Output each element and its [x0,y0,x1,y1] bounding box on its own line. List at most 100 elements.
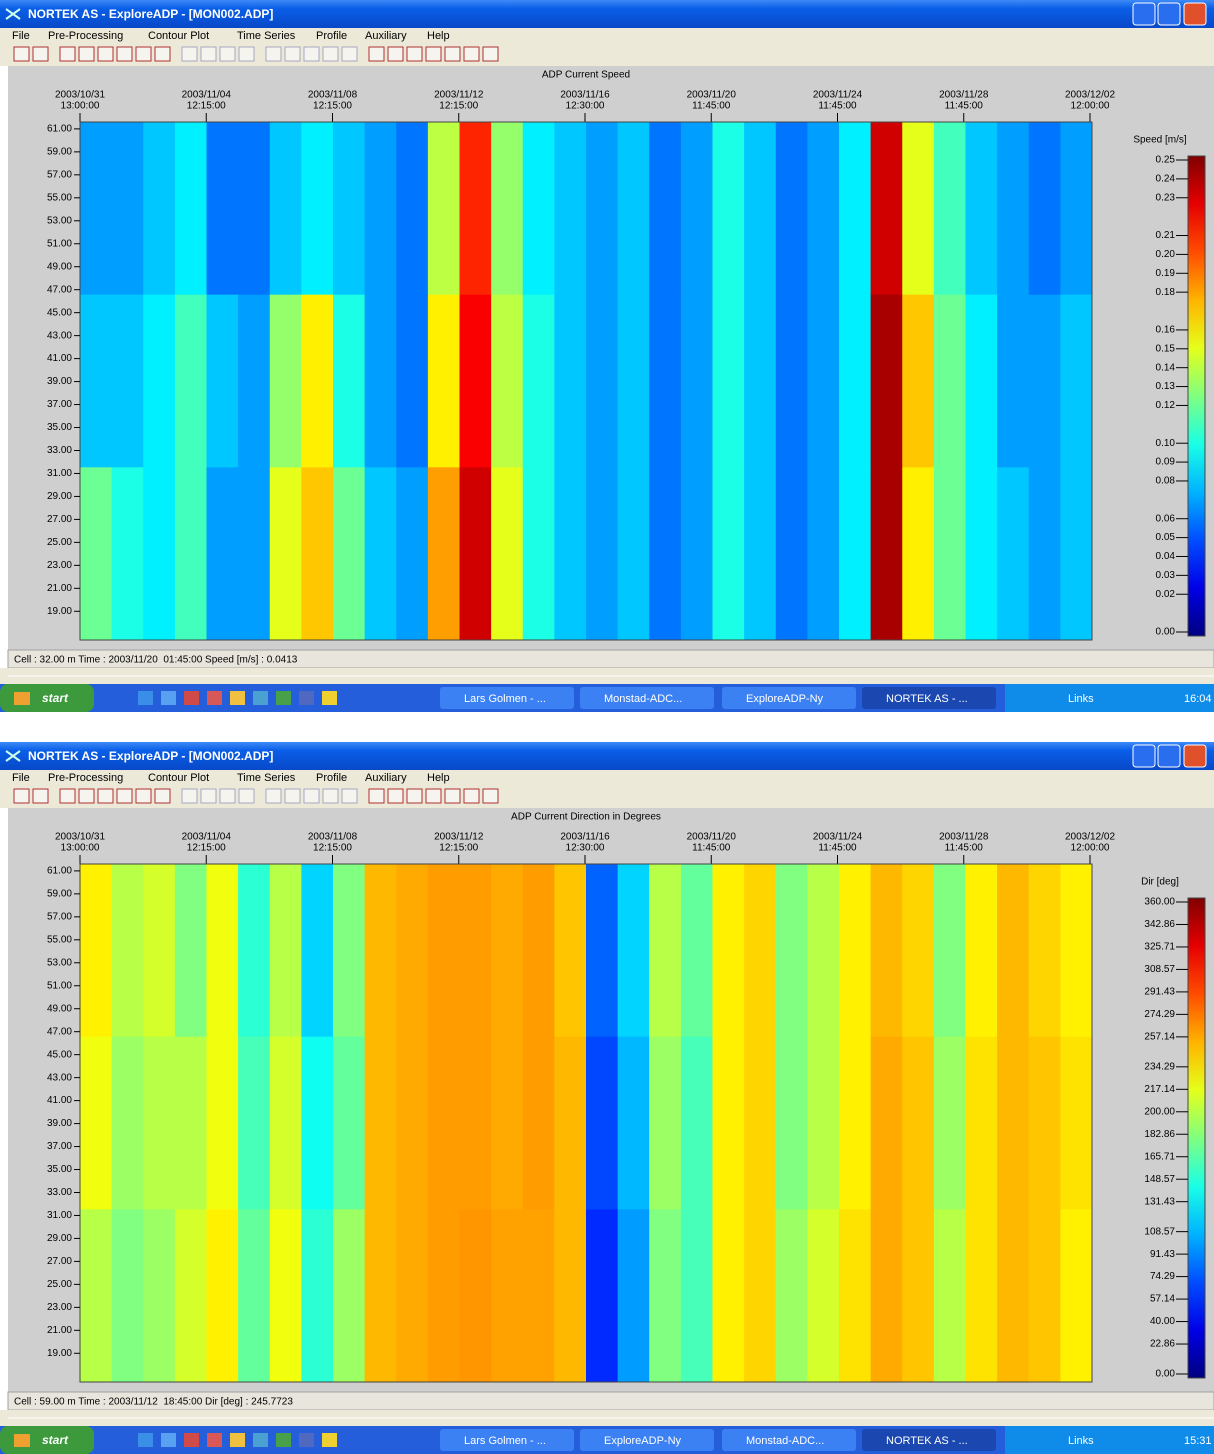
toolbar-button[interactable] [445,47,460,61]
restore-button[interactable] [1158,3,1180,25]
toolbar-button[interactable] [388,789,403,803]
toolbar-button[interactable] [426,47,441,61]
close-button[interactable] [1184,3,1206,25]
quick-launch-icon[interactable] [207,1433,222,1447]
toolbar-button[interactable] [60,47,75,61]
toolbar-button[interactable] [220,789,235,803]
toolbar-button[interactable] [220,47,235,61]
toolbar-button[interactable] [304,47,319,61]
toolbar-button[interactable] [60,789,75,803]
minimize-button[interactable] [1133,745,1155,767]
task-label[interactable]: Monstad-ADC... [604,693,682,705]
toolbar-button[interactable] [407,47,422,61]
toolbar-button[interactable] [369,47,384,61]
quick-launch-icon[interactable] [299,691,314,705]
toolbar-button[interactable] [239,47,254,61]
quick-launch-icon[interactable] [184,691,199,705]
toolbar-button[interactable] [14,789,29,803]
toolbar-button[interactable] [136,789,151,803]
heatmap-cell [207,122,239,295]
toolbar-button[interactable] [182,47,197,61]
toolbar-button[interactable] [182,789,197,803]
menu-item[interactable]: Contour Plot [148,30,209,42]
toolbar-button[interactable] [266,789,281,803]
menu-item[interactable]: Time Series [237,30,296,42]
menu-item[interactable]: Profile [316,30,347,42]
toolbar-button[interactable] [117,47,132,61]
task-label[interactable]: Lars Golmen - ... [464,1435,546,1447]
toolbar-button[interactable] [14,47,29,61]
toolbar-button[interactable] [285,47,300,61]
toolbar-button[interactable] [342,47,357,61]
toolbar-button[interactable] [369,789,384,803]
menu-item[interactable]: Time Series [237,772,296,784]
quick-launch-icon[interactable] [299,1433,314,1447]
quick-launch-icon[interactable] [276,1433,291,1447]
quick-launch-icon[interactable] [184,1433,199,1447]
toolbar-button[interactable] [407,789,422,803]
toolbar-button[interactable] [464,789,479,803]
heatmap-cell [997,1037,1029,1210]
menu-item[interactable]: File [12,772,30,784]
toolbar-button[interactable] [483,789,498,803]
quick-launch-icon[interactable] [230,691,245,705]
toolbar-button[interactable] [464,47,479,61]
task-label[interactable]: Monstad-ADC... [746,1435,824,1447]
quick-launch-icon[interactable] [161,691,176,705]
toolbar-button[interactable] [483,47,498,61]
quick-launch-icon[interactable] [322,1433,337,1447]
task-label[interactable]: Lars Golmen - ... [464,693,546,705]
quick-launch-icon[interactable] [207,691,222,705]
toolbar-button[interactable] [323,47,338,61]
links-label[interactable]: Links [1068,1435,1094,1447]
quick-launch-icon[interactable] [276,691,291,705]
toolbar-button[interactable] [33,789,48,803]
toolbar-button[interactable] [98,789,113,803]
quick-launch-icon[interactable] [322,691,337,705]
quick-launch-icon[interactable] [161,1433,176,1447]
menu-item[interactable]: Help [427,772,450,784]
menu-item[interactable]: Contour Plot [148,772,209,784]
quick-launch-icon[interactable] [138,1433,153,1447]
toolbar-button[interactable] [266,47,281,61]
close-button[interactable] [1184,745,1206,767]
menu-item[interactable]: Pre-Processing [48,30,123,42]
task-label[interactable]: NORTEK AS - ... [886,693,968,705]
menu-item[interactable]: Help [427,30,450,42]
toolbar-button[interactable] [388,47,403,61]
start-label[interactable]: start [42,1433,69,1447]
quick-launch-icon[interactable] [253,1433,268,1447]
task-label[interactable]: NORTEK AS - ... [886,1435,968,1447]
toolbar-button[interactable] [304,789,319,803]
task-label[interactable]: ExploreADP-Ny [746,693,824,705]
toolbar-button[interactable] [79,47,94,61]
toolbar-button[interactable] [201,789,216,803]
menu-item[interactable]: Auxiliary [365,772,407,784]
menu-item[interactable]: Profile [316,772,347,784]
toolbar-button[interactable] [426,789,441,803]
menu-item[interactable]: File [12,30,30,42]
toolbar-button[interactable] [445,789,460,803]
restore-button[interactable] [1158,745,1180,767]
quick-launch-icon[interactable] [230,1433,245,1447]
quick-launch-icon[interactable] [138,691,153,705]
toolbar-button[interactable] [342,789,357,803]
toolbar-button[interactable] [33,47,48,61]
menu-item[interactable]: Pre-Processing [48,772,123,784]
toolbar-button[interactable] [239,789,254,803]
toolbar-button[interactable] [155,47,170,61]
toolbar-button[interactable] [117,789,132,803]
toolbar-button[interactable] [98,47,113,61]
task-label[interactable]: ExploreADP-Ny [604,1435,682,1447]
quick-launch-icon[interactable] [253,691,268,705]
toolbar-button[interactable] [136,47,151,61]
toolbar-button[interactable] [79,789,94,803]
start-label[interactable]: start [42,691,69,705]
menu-item[interactable]: Auxiliary [365,30,407,42]
toolbar-button[interactable] [201,47,216,61]
minimize-button[interactable] [1133,3,1155,25]
toolbar-button[interactable] [285,789,300,803]
toolbar-button[interactable] [155,789,170,803]
toolbar-button[interactable] [323,789,338,803]
links-label[interactable]: Links [1068,693,1094,705]
